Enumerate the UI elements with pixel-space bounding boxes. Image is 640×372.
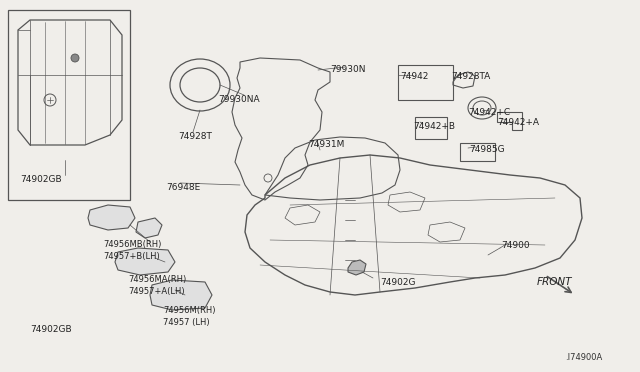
Text: 74957 (LH): 74957 (LH) [163,318,210,327]
Bar [398,65,453,100]
Text: 74928TA: 74928TA [451,72,490,81]
Text: 74900: 74900 [501,241,530,250]
Polygon shape [136,218,162,238]
Text: 74956MA(RH): 74956MA(RH) [128,275,186,284]
Text: 74956M(RH): 74956M(RH) [163,306,216,315]
Text: 79930N: 79930N [330,65,365,74]
Text: 76948E: 76948E [166,183,200,192]
Bar [460,143,495,161]
Text: 74942+C: 74942+C [468,108,510,117]
Polygon shape [348,260,366,275]
Text: 74902G: 74902G [380,278,415,287]
Text: 74928T: 74928T [178,132,212,141]
Circle shape [71,54,79,62]
Polygon shape [150,280,212,310]
Text: 74902GB: 74902GB [20,175,61,184]
Text: 74942+A: 74942+A [497,118,539,127]
Text: FRONT: FRONT [537,277,573,287]
Text: 79930NA: 79930NA [218,95,260,104]
Text: 74942+B: 74942+B [413,122,455,131]
Text: 74931M: 74931M [308,140,344,149]
Text: 74902GB: 74902GB [30,325,72,334]
Text: .I74900A: .I74900A [565,353,602,362]
Bar [8,10,130,200]
Polygon shape [115,248,175,275]
Text: 74956MB(RH): 74956MB(RH) [103,240,161,249]
Text: 74957+A(LH): 74957+A(LH) [128,287,184,296]
Bar [415,117,447,139]
Text: 74957+B(LH): 74957+B(LH) [103,252,160,261]
Polygon shape [88,205,135,230]
Text: 74942: 74942 [400,72,428,81]
Text: 74985G: 74985G [469,145,504,154]
